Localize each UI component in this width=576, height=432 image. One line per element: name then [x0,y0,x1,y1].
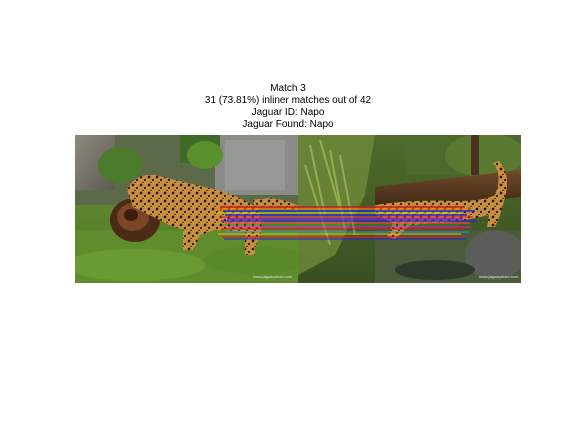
title-inlier-matches: 31 (73.81%) inliner matches out of 42 [0,95,576,107]
title-match-number: Match 3 [0,83,576,95]
image-axes: www.jaguarphoto.com www.jaguarphoto.com [75,135,521,283]
left-image-credit: www.jaguarphoto.com [253,274,293,279]
right-image-credit: www.jaguarphoto.com [479,274,519,279]
figure-title: Match 3 31 (73.81%) inliner matches out … [0,83,576,131]
match-figure-canvas: www.jaguarphoto.com www.jaguarphoto.com [75,135,521,283]
title-jaguar-found: Jaguar Found: Napo [0,119,576,131]
title-jaguar-id: Jaguar ID: Napo [0,107,576,119]
